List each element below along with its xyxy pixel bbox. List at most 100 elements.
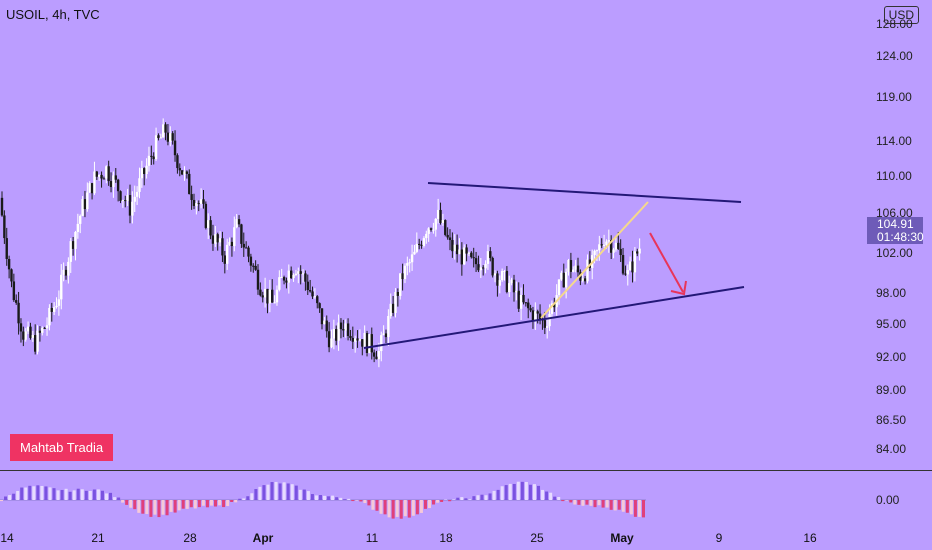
candle-body <box>282 277 286 281</box>
candle-body <box>572 269 575 272</box>
last-price-value: 104.91 <box>877 217 914 231</box>
candle <box>159 133 163 139</box>
candle <box>36 325 39 355</box>
histogram-bar <box>363 500 367 504</box>
candle-body <box>263 288 267 298</box>
histogram-bar <box>262 485 266 500</box>
candle-body <box>74 231 77 249</box>
histogram-bar <box>242 498 246 500</box>
candle-body <box>607 240 611 242</box>
candle <box>600 238 603 249</box>
candle-body <box>325 320 328 332</box>
candle <box>114 167 117 183</box>
histogram-bar <box>88 490 92 500</box>
histogram-bar <box>76 488 80 500</box>
candle <box>17 291 20 335</box>
x-tick: 9 <box>715 531 723 545</box>
candles-layer <box>0 118 641 368</box>
candle-body <box>451 240 454 252</box>
candle <box>64 266 68 280</box>
histogram-bar <box>185 500 189 509</box>
candle <box>128 184 132 224</box>
candle <box>441 213 445 226</box>
histogram-bar <box>205 500 209 508</box>
candle <box>399 273 402 300</box>
candle-body <box>55 305 58 308</box>
histogram-bar <box>20 487 24 500</box>
candle <box>496 270 499 297</box>
candle-body <box>93 171 96 194</box>
candle-body <box>401 273 404 280</box>
candle <box>432 222 435 234</box>
histogram-bar <box>407 500 411 518</box>
candle-body <box>79 215 82 224</box>
histogram-bar <box>209 500 213 506</box>
candle <box>55 297 58 309</box>
histogram-bar <box>561 500 565 502</box>
candle-body <box>188 173 191 195</box>
candle-body <box>166 132 170 142</box>
histogram-bar <box>593 500 597 508</box>
histogram-bar <box>125 500 129 505</box>
candle-body <box>332 328 336 339</box>
histogram-bar <box>84 490 88 500</box>
histogram-bar <box>641 500 645 518</box>
currency-button[interactable]: USD <box>883 6 919 24</box>
candle <box>545 317 549 339</box>
candle-body <box>207 220 210 228</box>
candle-body <box>297 271 300 274</box>
candle <box>327 322 331 353</box>
histogram-bar <box>40 485 44 500</box>
candle-body <box>261 295 264 298</box>
candle <box>280 268 283 279</box>
histogram-bar <box>72 490 76 500</box>
histogram-bar <box>512 483 516 500</box>
candle-body <box>45 325 49 329</box>
candle <box>244 241 248 249</box>
candle <box>252 263 255 273</box>
candle <box>221 231 224 263</box>
candle <box>417 238 421 250</box>
candle-body <box>244 247 248 249</box>
candle <box>50 302 53 322</box>
candle-body <box>197 203 200 205</box>
histogram-bar <box>367 500 371 506</box>
candle-body <box>12 281 16 301</box>
candle <box>145 158 148 179</box>
candle <box>638 238 641 261</box>
candle-body <box>339 322 343 330</box>
histogram-bar <box>121 500 125 503</box>
candle-body <box>10 269 13 282</box>
candle <box>370 327 373 360</box>
candle-body <box>519 294 523 309</box>
candle-body <box>140 168 144 179</box>
candle-body <box>553 303 556 308</box>
candle-body <box>29 326 32 338</box>
candle-body <box>453 244 456 252</box>
candle-body <box>190 194 193 200</box>
candle <box>45 317 49 336</box>
candle-body <box>145 165 148 175</box>
candle-body <box>477 264 480 271</box>
candle <box>185 170 189 179</box>
histogram-bar <box>399 500 403 519</box>
candle <box>157 133 160 141</box>
candle <box>453 234 456 260</box>
candle-body <box>534 311 537 322</box>
candle-body <box>114 175 117 180</box>
histogram-bar <box>298 489 302 500</box>
candle <box>38 326 42 342</box>
candle-body <box>57 299 61 306</box>
candle <box>273 295 276 304</box>
histogram-bar <box>4 496 8 500</box>
candle-body <box>43 327 46 329</box>
candle-body <box>529 308 532 311</box>
candle <box>474 251 478 272</box>
candle <box>448 229 452 251</box>
candle-body <box>327 331 331 348</box>
candle-body <box>562 272 565 288</box>
candle <box>595 249 599 262</box>
candle-body <box>299 271 302 275</box>
candle <box>135 186 139 205</box>
